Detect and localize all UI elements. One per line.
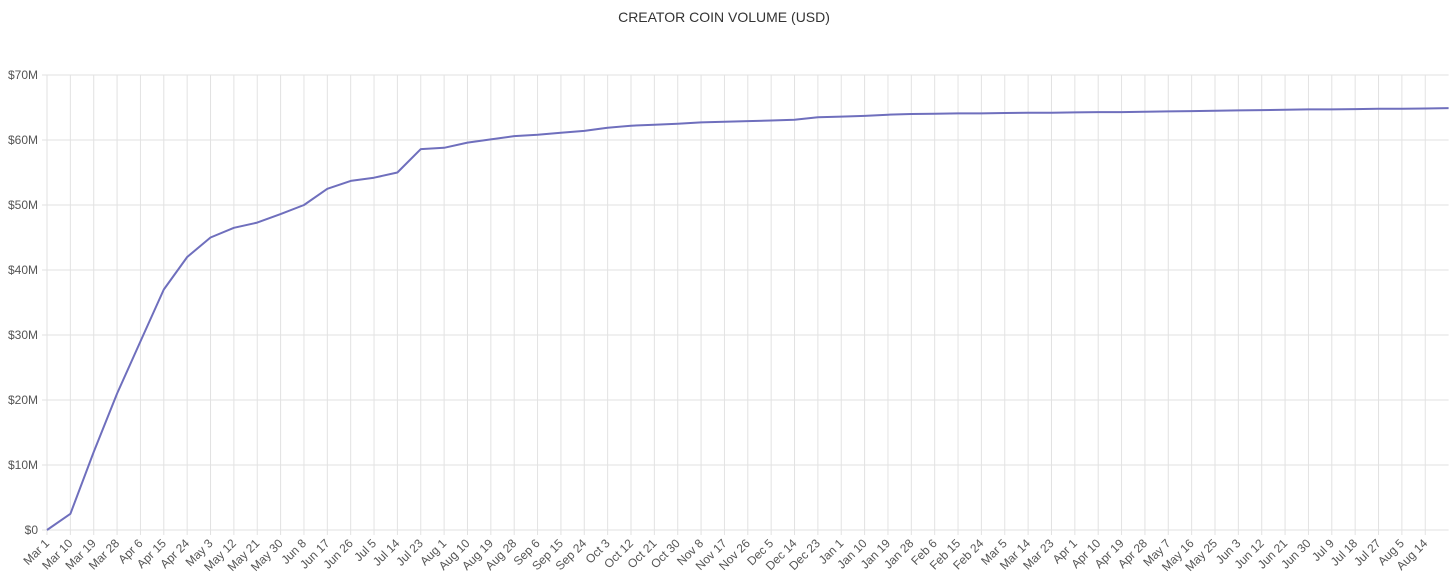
x-tick-label: Jul 27	[1351, 536, 1384, 569]
y-tick-label: $20M	[8, 393, 38, 407]
line	[46, 107, 1449, 531]
y-tick-label: $50M	[8, 198, 38, 212]
y-tick-label: $10M	[8, 458, 38, 472]
y-tick-label: $40M	[8, 263, 38, 277]
y-tick-label: $30M	[8, 328, 38, 342]
y-tick-label: $0	[25, 523, 39, 537]
y-tick-label: $70M	[8, 68, 38, 82]
chart-title: CREATOR COIN VOLUME (USD)	[618, 9, 830, 25]
x-tick-label: Jul 23	[393, 536, 426, 569]
y-tick-label: $60M	[8, 133, 38, 147]
